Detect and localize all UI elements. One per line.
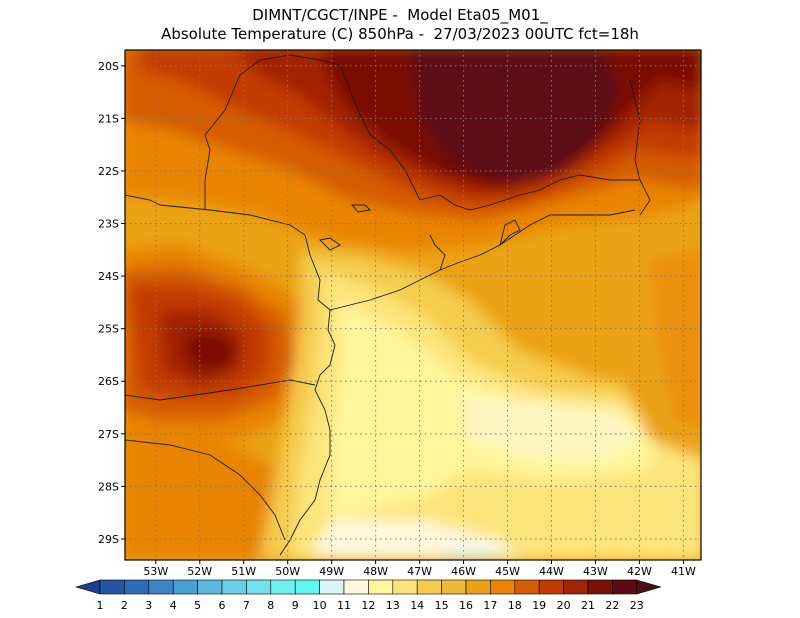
colorbar-swatch — [197, 579, 223, 595]
colorbar-label: 7 — [243, 599, 250, 612]
colorbar-label: 16 — [459, 599, 473, 612]
colorbar-swatch — [99, 579, 125, 595]
lon-label: 53W — [143, 565, 168, 578]
lon-label: 45W — [495, 565, 520, 578]
colorbar-swatch — [416, 579, 442, 595]
colorbar-swatch — [392, 579, 418, 595]
colorbar-label: 8 — [267, 599, 274, 612]
colorbar-label: 12 — [361, 599, 375, 612]
lon-label: 49W — [319, 565, 344, 578]
colorbar-label: 6 — [219, 599, 226, 612]
colorbar-swatch — [636, 579, 662, 595]
colorbar-label: 22 — [605, 599, 619, 612]
coastline-and-borders — [125, 54, 651, 556]
colorbar-label: 23 — [630, 599, 644, 612]
lon-label: 50W — [275, 565, 300, 578]
colorbar-swatch — [172, 579, 198, 595]
colorbar-swatch — [124, 579, 150, 595]
chart-title-line2: Absolute Temperature (C) 850hPa - 27/03/… — [161, 25, 639, 43]
colorbar-label: 3 — [145, 599, 152, 612]
colorbar-label: 9 — [292, 599, 299, 612]
lat-label: 27S — [98, 428, 119, 441]
lat-label: 26S — [98, 375, 119, 388]
colorbar-label: 17 — [483, 599, 497, 612]
colorbar-swatch — [538, 579, 564, 595]
lat-label: 21S — [98, 112, 119, 125]
lon-label: 43W — [583, 565, 608, 578]
colorbar-label: 2 — [121, 599, 128, 612]
colorbar-swatch — [514, 579, 540, 595]
colorbar-label: 19 — [532, 599, 546, 612]
colorbar-label: 11 — [337, 599, 351, 612]
colorbar-swatch — [319, 579, 345, 595]
colorbar-swatch — [563, 579, 589, 595]
lon-label: 46W — [451, 565, 476, 578]
colorbar-label: 20 — [557, 599, 571, 612]
colorbar-swatch — [612, 579, 638, 595]
colorbar-swatch — [465, 579, 491, 595]
colorbar-swatch — [74, 579, 101, 595]
lat-label: 22S — [98, 165, 119, 178]
lat-label: 23S — [98, 218, 119, 231]
lon-label: 44W — [539, 565, 564, 578]
colorbar-label: 1 — [97, 599, 104, 612]
lat-label: 20S — [98, 60, 119, 73]
colorbar-swatch — [441, 579, 467, 595]
plot-frame — [124, 49, 702, 561]
colorbar-swatch — [343, 579, 369, 595]
lon-label: 51W — [231, 565, 256, 578]
colorbar-swatch — [270, 579, 296, 595]
lon-label: 42W — [627, 565, 652, 578]
colorbar-label: 10 — [313, 599, 327, 612]
lat-label: 25S — [98, 323, 119, 336]
temperature-field — [125, 50, 701, 560]
lat-label: 24S — [98, 270, 119, 283]
colorbar-swatch — [148, 579, 174, 595]
colorbar-label: 4 — [170, 599, 177, 612]
graticule — [125, 50, 701, 560]
colorbar-swatch — [246, 579, 272, 595]
colorbar-label: 18 — [508, 599, 522, 612]
lat-label: 28S — [98, 480, 119, 493]
lon-label: 41W — [671, 565, 696, 578]
lon-label: 52W — [187, 565, 212, 578]
colorbar-swatch — [587, 579, 613, 595]
colorbar-label: 13 — [386, 599, 400, 612]
lon-label: 48W — [363, 565, 388, 578]
lat-label: 29S — [98, 533, 119, 546]
colorbar-swatch — [368, 579, 394, 595]
colorbar-label: 5 — [194, 599, 201, 612]
colorbar-swatch — [294, 579, 320, 595]
colorbar-label: 21 — [581, 599, 595, 612]
lon-label: 47W — [407, 565, 432, 578]
colorbar-swatch — [221, 579, 247, 595]
colorbar-swatch — [490, 579, 516, 595]
colorbar-label: 14 — [410, 599, 424, 612]
colorbar-label: 15 — [435, 599, 449, 612]
chart-title-line1: DIMNT/CGCT/INPE - Model Eta05_M01_ — [252, 6, 548, 24]
